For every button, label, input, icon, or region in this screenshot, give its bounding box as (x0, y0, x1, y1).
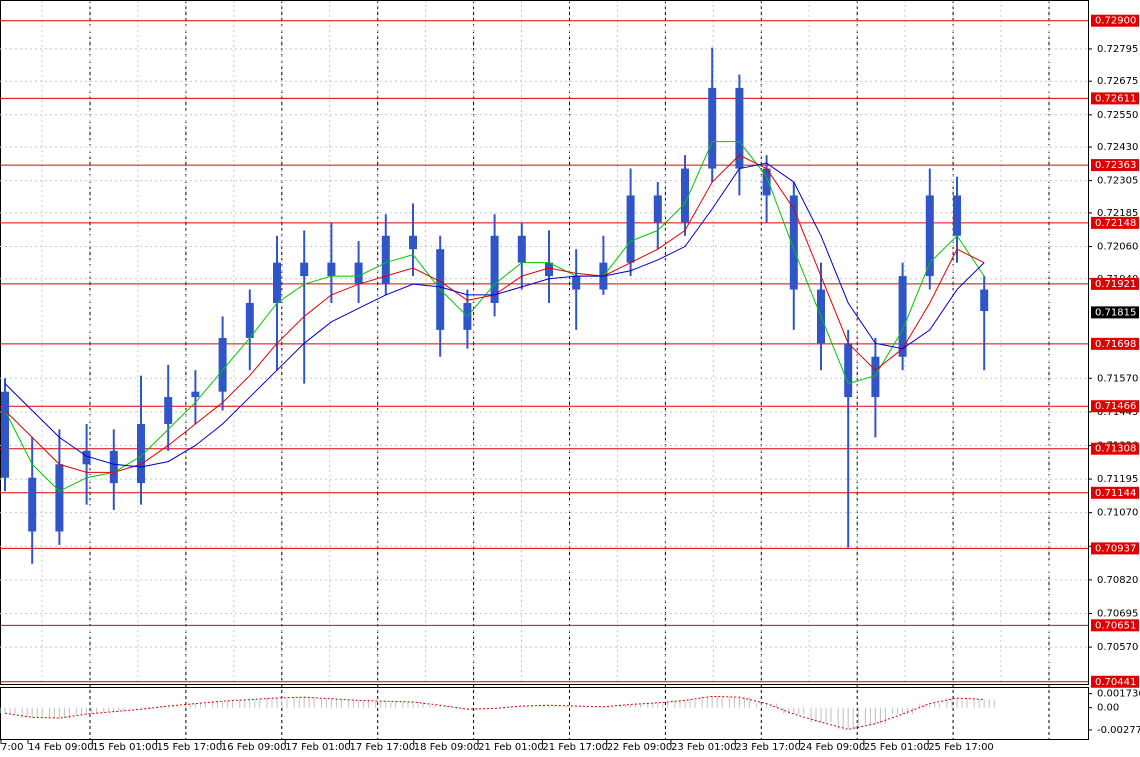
candle-body (953, 195, 961, 236)
x-tick-label: 15 Feb 17:00 (157, 742, 223, 753)
candle-body (789, 195, 798, 290)
y-tick-label: 0.70820 (1097, 575, 1138, 586)
x-tick-label: 23 Feb 17:00 (735, 742, 801, 753)
candle-body (572, 276, 581, 290)
candle-body (735, 87, 744, 169)
candle-body (980, 289, 989, 312)
x-tick-label: 16 Feb 09:00 (221, 742, 287, 753)
level-box (1091, 442, 1139, 455)
indicator-frame (0, 687, 1089, 740)
x-tick-label: 22 Feb 09:00 (607, 742, 673, 753)
level-label: 0.71144 (1095, 488, 1136, 499)
main-frame (0, 0, 1089, 685)
candle-body (354, 262, 363, 285)
candle-body (626, 195, 635, 263)
last-price-box (1091, 306, 1139, 319)
candle-body (28, 477, 37, 532)
y-tick-label: 0.72795 (1097, 44, 1138, 55)
x-tick-label: 21 Feb 17:00 (542, 742, 608, 753)
x-tick-label: 17 Feb 01:00 (285, 742, 351, 753)
level-label: 0.71308 (1095, 444, 1136, 455)
y-tick-label: 0.72430 (1097, 142, 1138, 153)
y-tick-label: 0.71445 (1097, 407, 1138, 418)
candle-body (898, 276, 907, 357)
candle-body (925, 195, 934, 277)
level-label: 0.72363 (1095, 160, 1136, 171)
y-tick-label: 0.71570 (1097, 373, 1138, 384)
candle-body (55, 464, 64, 532)
x-tick-label: 17 Feb 17:00 (350, 742, 416, 753)
level-box (1091, 400, 1139, 413)
candle-body (381, 235, 390, 285)
y-tick-label: 0.72305 (1097, 176, 1138, 187)
x-tick-label: 18 Feb 09:00 (414, 742, 480, 753)
level-label: 0.72148 (1095, 218, 1136, 229)
y-tick-label: 0.72675 (1097, 76, 1138, 87)
indicator-tick-label: 0.00 (1097, 703, 1119, 714)
level-label: 0.70937 (1095, 543, 1136, 554)
candle-body (681, 168, 689, 223)
candle-body (273, 262, 281, 303)
x-tick-label: 25 Feb 01:00 (864, 742, 930, 753)
candle-body (545, 262, 553, 277)
candle-body (82, 450, 91, 465)
x-tick-label: 23 Feb 01:00 (671, 742, 737, 753)
level-box (1091, 675, 1139, 688)
x-tick-label: 24 Feb 09:00 (800, 742, 866, 753)
level-label: 0.72611 (1095, 93, 1136, 104)
candle-body (517, 235, 526, 263)
level-label: 0.71698 (1095, 339, 1136, 350)
candle-body (762, 168, 771, 196)
x-tick-label: 7:00 (1, 742, 23, 753)
x-tick-label: 21 Feb 01:00 (478, 742, 544, 753)
candle-body (164, 397, 173, 424)
indicator-tick-label: -0.002771 (1097, 725, 1140, 736)
candle-body (708, 87, 717, 169)
level-box (1091, 92, 1139, 105)
level-box (1091, 216, 1139, 229)
level-box (1091, 542, 1139, 555)
level-box (1091, 486, 1139, 499)
ma-line (4, 141, 985, 492)
candle-body (844, 343, 853, 398)
indicator-line (4, 695, 985, 730)
candle-body (109, 450, 118, 484)
level-box (1091, 159, 1139, 172)
last-price-label: 0.71815 (1095, 307, 1136, 318)
level-box (1091, 14, 1139, 27)
candle-body (245, 302, 254, 338)
y-tick-label: 0.71195 (1097, 474, 1138, 485)
candle-body (871, 356, 880, 398)
level-label: 0.70651 (1095, 620, 1136, 631)
level-label: 0.71466 (1095, 401, 1136, 412)
candle-body (218, 337, 227, 392)
candle-body (1, 391, 9, 478)
vertical-grid (41, 0, 1050, 740)
level-box (1091, 277, 1139, 290)
candle-body (327, 262, 336, 277)
indicator-tick-label: 0.001736 (1097, 689, 1140, 700)
x-tick-label: 15 Feb 01:00 (92, 742, 158, 753)
candle-body (137, 423, 145, 484)
y-tick-label: 0.72185 (1097, 208, 1138, 219)
candle-body (653, 195, 662, 223)
x-tick-label: 25 Feb 17:00 (928, 742, 994, 753)
ma-line (4, 162, 985, 468)
y-tick-label: 0.72060 (1097, 242, 1138, 253)
level-box (1091, 337, 1139, 350)
candle-body (300, 262, 309, 277)
level-label: 0.70441 (1095, 677, 1136, 688)
level-label: 0.72900 (1095, 16, 1136, 27)
level-box (1091, 619, 1139, 632)
candle-body (409, 235, 417, 250)
y-tick-label: 0.70695 (1097, 608, 1138, 619)
level-label: 0.71921 (1095, 279, 1136, 290)
candle-body (490, 235, 499, 303)
y-tick-label: 0.70570 (1097, 642, 1138, 653)
candle-body (191, 391, 200, 398)
y-tick-label: 0.71070 (1097, 508, 1138, 519)
x-tick-label: 14 Feb 09:00 (28, 742, 94, 753)
y-tick-label: 0.72550 (1097, 110, 1138, 121)
